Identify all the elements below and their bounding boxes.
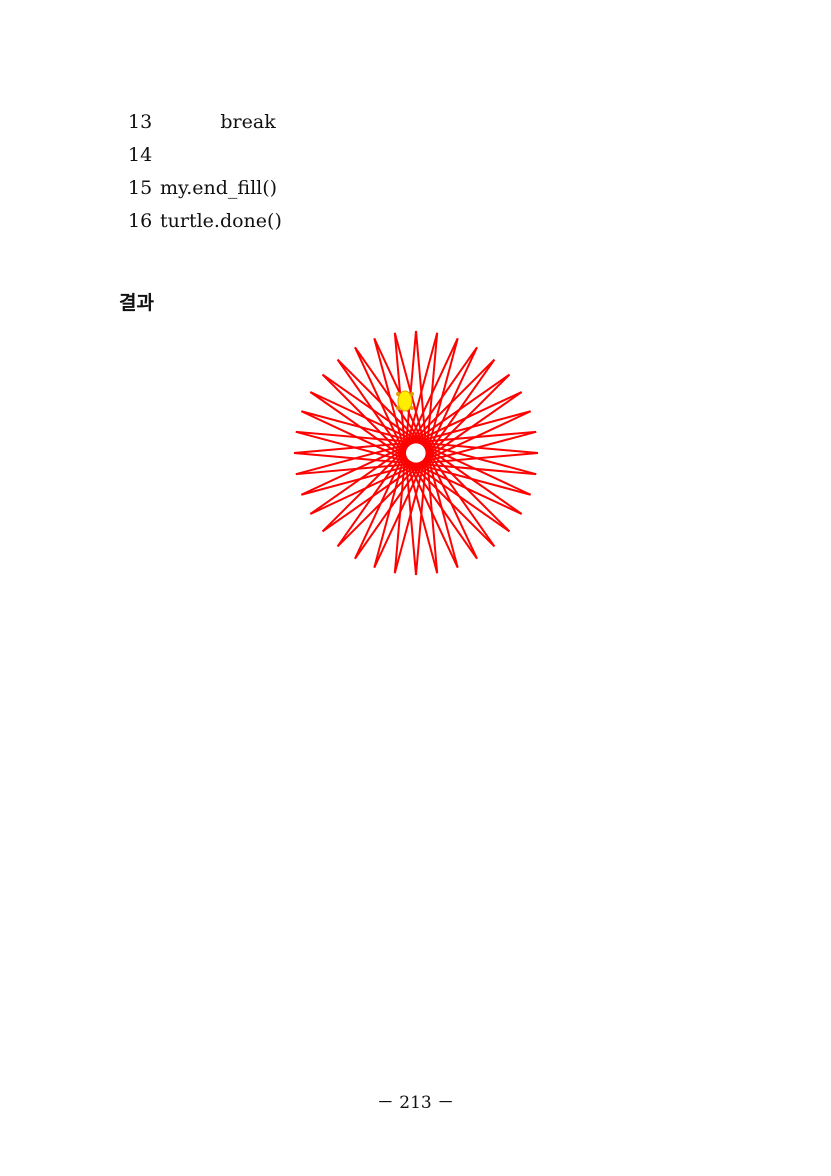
code-line-14: 14 <box>128 139 282 172</box>
line-number: 16 <box>128 210 153 232</box>
star-line <box>295 430 539 454</box>
line-code: break <box>160 111 276 133</box>
code-line-16: 16 turtle.done() <box>128 205 282 238</box>
page-number: － 213 － <box>376 1093 455 1113</box>
code-line-15: 15 my.end_fill() <box>128 172 282 205</box>
star-lines <box>293 330 539 576</box>
center-hole <box>406 444 424 462</box>
line-number: 15 <box>128 177 153 199</box>
star-line <box>295 430 531 496</box>
code-line-13: 13 break <box>128 106 282 139</box>
turtle-icon <box>396 390 414 412</box>
result-heading: 결과 <box>119 292 154 314</box>
turtle-star-figure <box>293 330 539 576</box>
line-code: turtle.done() <box>160 210 282 232</box>
code-block: 13 break 14 15 my.end_fill() 16 turtle.d… <box>128 106 282 238</box>
line-number: 13 <box>128 111 153 133</box>
line-code: my.end_fill() <box>160 177 278 199</box>
line-number: 14 <box>128 144 153 166</box>
